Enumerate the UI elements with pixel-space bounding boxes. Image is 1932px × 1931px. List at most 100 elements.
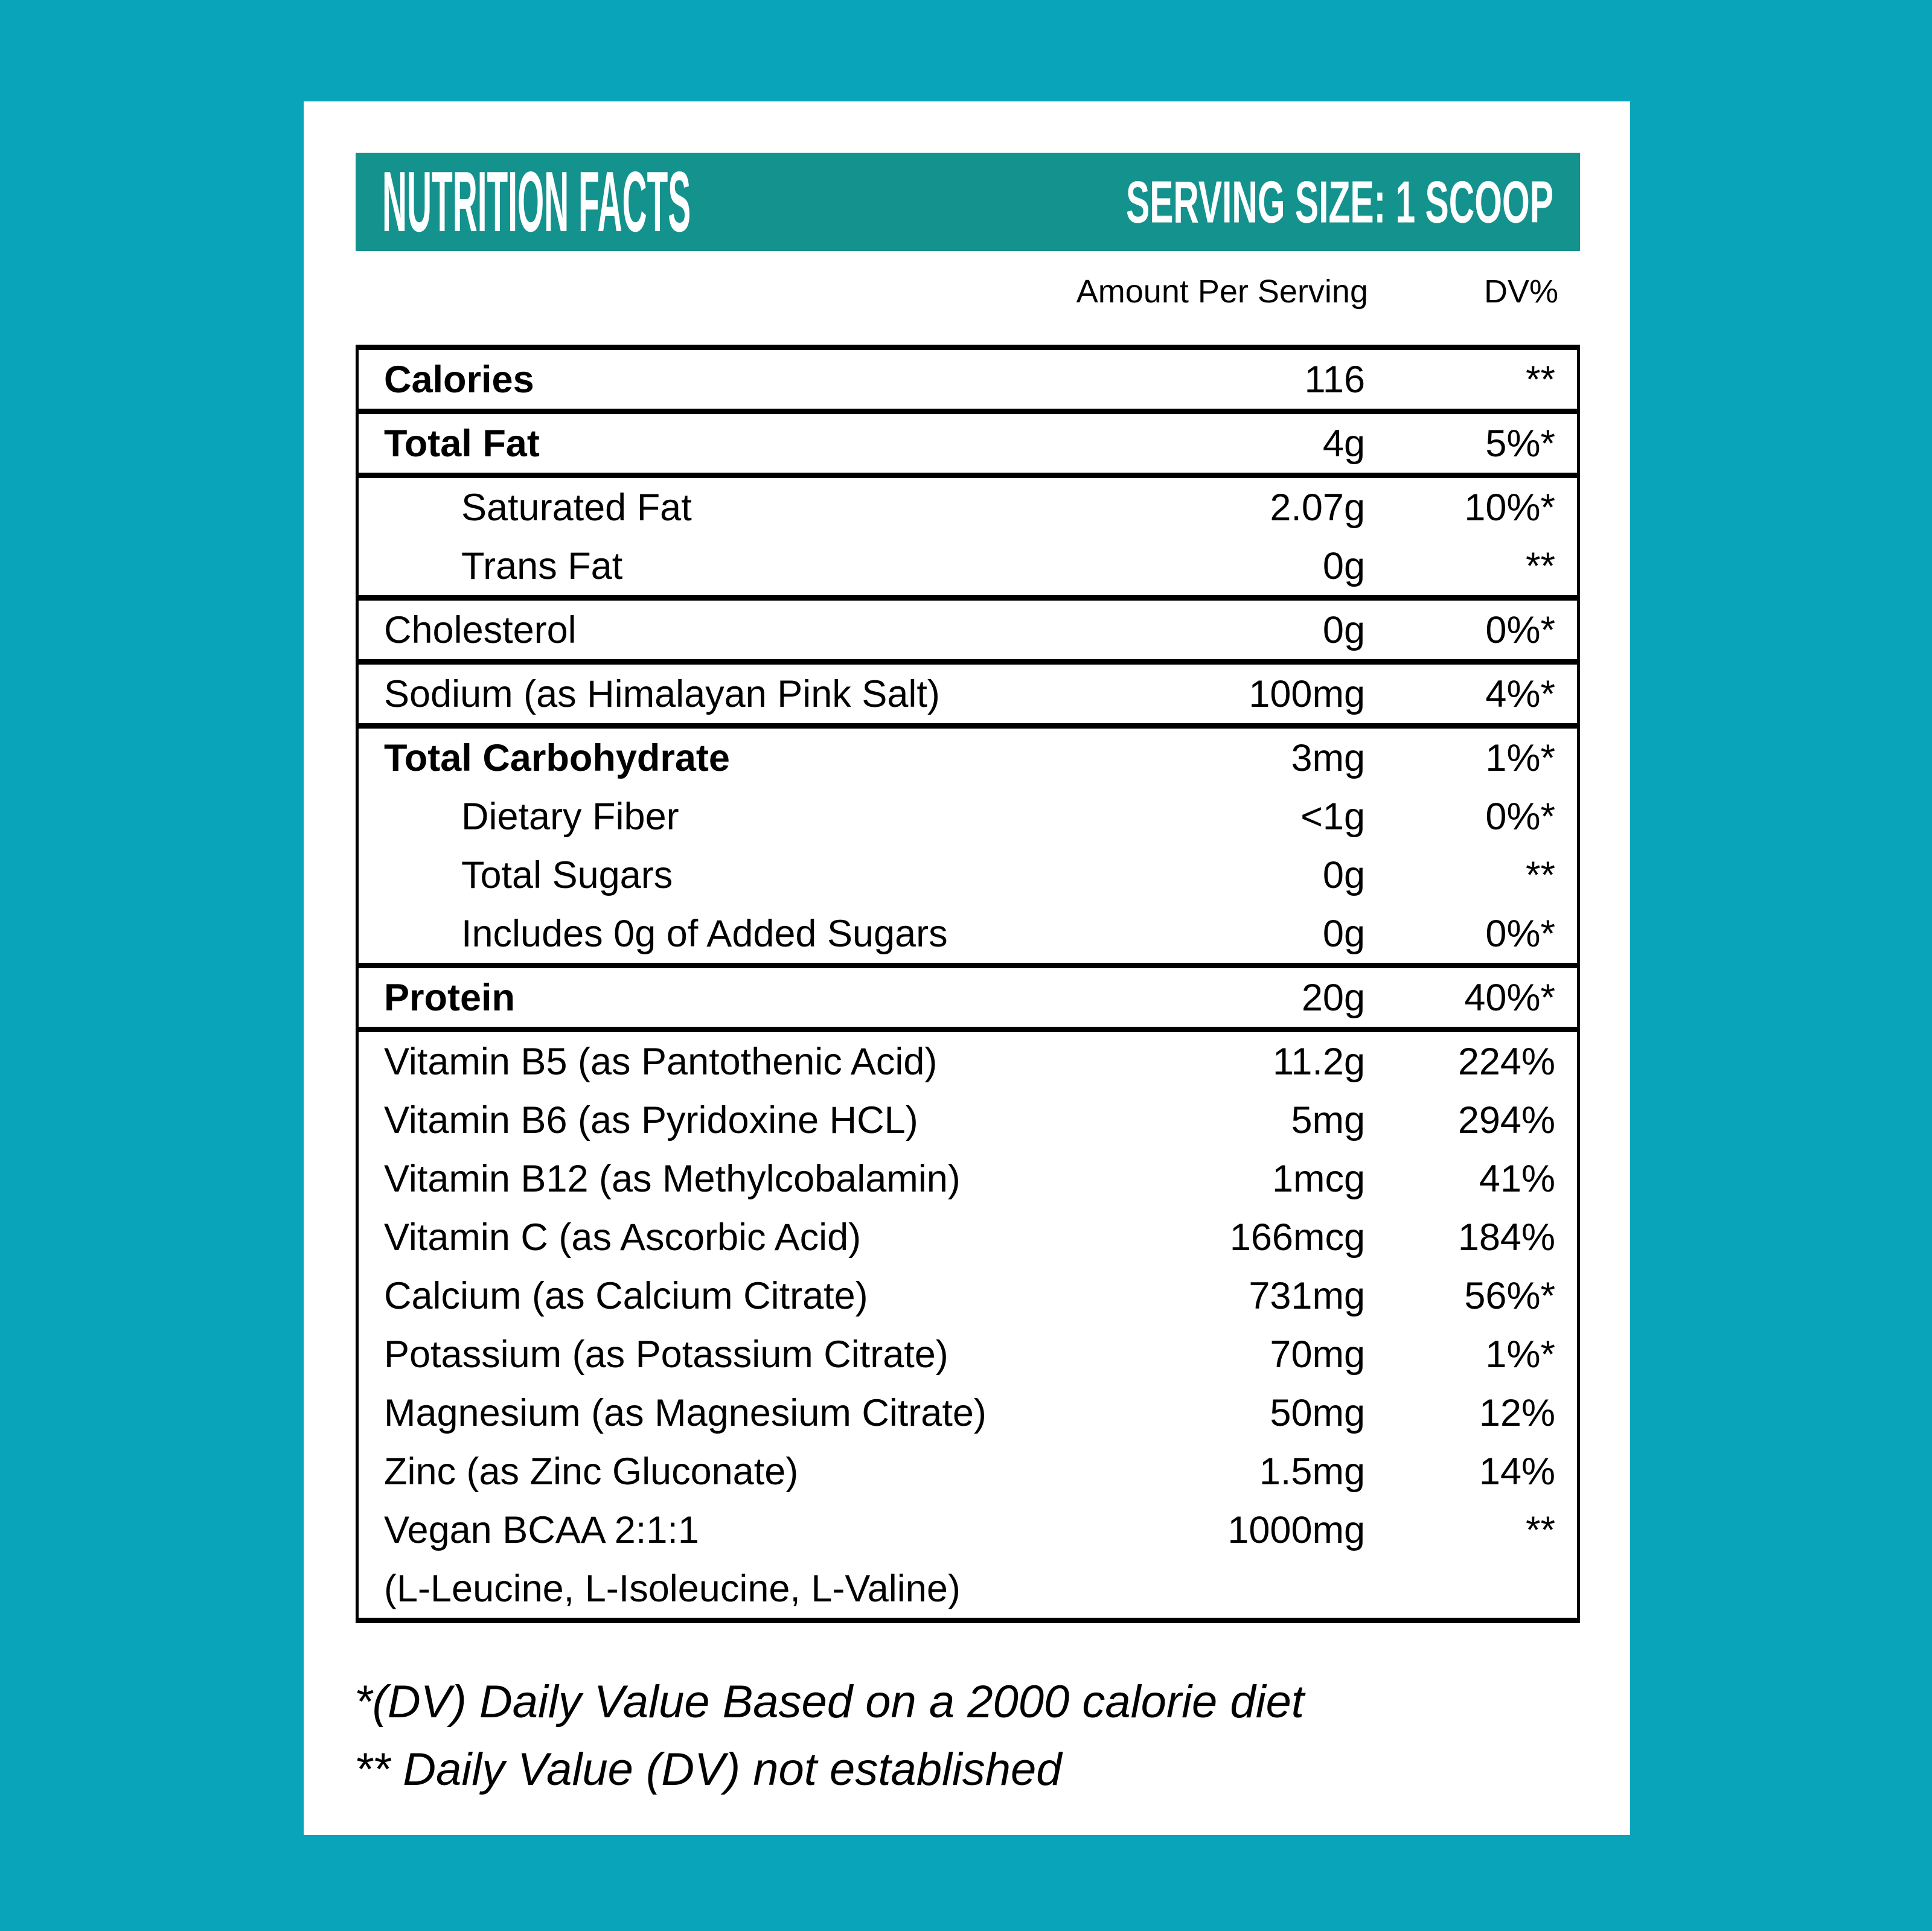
nutrient-group: Cholesterol 0g 0%* — [359, 595, 1577, 659]
nutrient-name: Vitamin C (as Ascorbic Acid) — [384, 1216, 862, 1259]
table-row: Vitamin B12 (as Methylcobalamin) 1mcg 41% — [359, 1149, 1577, 1208]
nutrient-dv: 184% — [1457, 1216, 1555, 1259]
nutrient-group: Vitamin B5 (as Pantothenic Acid) 11.2g 224… — [359, 1027, 1577, 1618]
nutrient-dv: 224% — [1457, 1040, 1555, 1083]
column-header-amount: Amount Per Serving — [1076, 273, 1368, 310]
nutrient-name: (L-Leucine, L-Isoleucine, L-Valine) — [384, 1567, 961, 1610]
table-row: Cholesterol 0g 0%* — [359, 601, 1577, 659]
nutrient-group: Total Fat 4g 5%* — [359, 409, 1577, 473]
nutrient-name: Cholesterol — [384, 608, 577, 651]
nutrient-name: Dietary Fiber — [461, 795, 679, 838]
nutrient-dv: 1%* — [1485, 736, 1555, 779]
table-row: Vitamin B5 (as Pantothenic Acid) 11.2g 224… — [359, 1032, 1577, 1091]
table-row: Total Carbohydrate 3mg 1%* — [359, 729, 1577, 787]
nutrient-group: Calories 116 ** — [359, 350, 1577, 409]
label-header-band: NUTRITION FACTS SERVING SIZE: 1 SCOOP — [356, 153, 1580, 251]
nutrient-name: Total Fat — [384, 422, 540, 465]
nutrient-dv: 12% — [1479, 1391, 1555, 1434]
nutrient-amount: 731mg — [1249, 1274, 1365, 1317]
nutrient-name: Trans Fat — [461, 544, 623, 587]
nutrient-amount: 4g — [1322, 422, 1365, 465]
nutrient-amount: 166mcg — [1229, 1216, 1365, 1259]
nutrient-group: Sodium (as Himalayan Pink Salt) 100mg 4%* — [359, 659, 1577, 723]
nutrient-name: Zinc (as Zinc Gluconate) — [384, 1450, 799, 1493]
nutrient-dv: 1%* — [1485, 1333, 1555, 1376]
column-header-dv: DV% — [1483, 273, 1558, 310]
table-row: Vitamin C (as Ascorbic Acid) 166mcg 184% — [359, 1208, 1577, 1266]
nutrient-dv: 0%* — [1485, 795, 1555, 838]
nutrition-label-card: NUTRITION FACTS SERVING SIZE: 1 SCOOP Am… — [304, 101, 1630, 1835]
nutrient-amount: 116 — [1304, 358, 1365, 401]
footnote-daily-value: *(DV) Daily Value Based on a 2000 calori… — [354, 1676, 1304, 1728]
nutrient-amount: 1000mg — [1227, 1508, 1365, 1551]
nutrient-group: Saturated Fat 2.07g 10%* Trans Fat 0g ** — [359, 473, 1577, 595]
nutrition-table: Calories 116 ** Total Fat 4g 5%* Saturated Fat… — [356, 345, 1580, 1623]
nutrient-amount: 70mg — [1270, 1333, 1365, 1376]
nutrient-amount: 0g — [1322, 854, 1365, 896]
table-row: Calcium (as Calcium Citrate) 731mg 56%* — [359, 1266, 1577, 1325]
table-row: Total Sugars 0g ** — [359, 846, 1577, 904]
nutrient-amount: 20g — [1301, 976, 1365, 1019]
nutrient-amount: 50mg — [1270, 1391, 1365, 1434]
nutrient-dv: 10%* — [1464, 486, 1555, 529]
table-row: Vegan BCAA 2:1:1 1000mg ** — [359, 1501, 1577, 1559]
label-title: NUTRITION FACTS — [382, 153, 691, 250]
nutrient-amount: 5mg — [1291, 1099, 1365, 1141]
footnote-not-established: ** Daily Value (DV) not established — [354, 1744, 1062, 1795]
table-row: Zinc (as Zinc Gluconate) 1.5mg 14% — [359, 1442, 1577, 1501]
nutrient-amount: 3mg — [1291, 736, 1365, 779]
nutrient-amount: 2.07g — [1270, 486, 1365, 529]
table-row: Vitamin B6 (as Pyridoxine HCL) 5mg 294% — [359, 1091, 1577, 1149]
table-row: Calories 116 ** — [359, 350, 1577, 409]
nutrient-amount: 0g — [1322, 608, 1365, 651]
nutrient-amount: 1mcg — [1271, 1157, 1365, 1200]
nutrient-name: Potassium (as Potassium Citrate) — [384, 1333, 948, 1376]
nutrient-dv: ** — [1525, 358, 1555, 401]
table-row: Trans Fat 0g ** — [359, 537, 1577, 595]
nutrient-group: Total Carbohydrate 3mg 1%* Dietary Fiber <1g… — [359, 723, 1577, 963]
nutrient-name: Vitamin B5 (as Pantothenic Acid) — [384, 1040, 938, 1083]
table-row: Dietary Fiber <1g 0%* — [359, 787, 1577, 846]
nutrient-dv: 0%* — [1485, 608, 1555, 651]
nutrient-name: Sodium (as Himalayan Pink Salt) — [384, 672, 940, 715]
nutrient-amount: 100mg — [1249, 672, 1365, 715]
nutrient-name: Vitamin B6 (as Pyridoxine HCL) — [384, 1099, 918, 1141]
nutrient-dv: 4%* — [1485, 672, 1555, 715]
nutrient-dv: ** — [1525, 544, 1555, 587]
nutrient-dv: ** — [1525, 854, 1555, 896]
nutrient-amount: <1g — [1300, 795, 1365, 838]
column-headers: Amount Per Serving DV% — [356, 257, 1580, 310]
nutrient-name: Total Carbohydrate — [384, 736, 730, 779]
nutrient-name: Calcium (as Calcium Citrate) — [384, 1274, 868, 1317]
nutrient-name: Protein — [384, 976, 516, 1019]
nutrient-name: Magnesium (as Magnesium Citrate) — [384, 1391, 987, 1434]
nutrient-dv: ** — [1525, 1508, 1555, 1551]
nutrient-name: Saturated Fat — [461, 486, 692, 529]
table-row: Magnesium (as Magnesium Citrate) 50mg 12% — [359, 1384, 1577, 1442]
nutrient-name: Vitamin B12 (as Methylcobalamin) — [384, 1157, 961, 1200]
nutrient-name: Total Sugars — [461, 854, 673, 896]
nutrient-dv: 0%* — [1485, 912, 1555, 955]
serving-size: SERVING SIZE: 1 SCOOP — [1126, 168, 1553, 235]
nutrient-dv: 5%* — [1485, 422, 1555, 465]
nutrient-amount: 0g — [1322, 912, 1365, 955]
nutrient-amount: 0g — [1322, 544, 1365, 587]
table-row: Includes 0g of Added Sugars 0g 0%* — [359, 904, 1577, 963]
nutrient-dv: 14% — [1479, 1450, 1555, 1493]
nutrient-dv: 40%* — [1464, 976, 1555, 1019]
table-row: Protein 20g 40%* — [359, 968, 1577, 1027]
nutrient-name: Vegan BCAA 2:1:1 — [384, 1508, 699, 1551]
table-row: Saturated Fat 2.07g 10%* — [359, 478, 1577, 537]
nutrient-group: Protein 20g 40%* — [359, 963, 1577, 1027]
nutrient-dv: 41% — [1479, 1157, 1555, 1200]
nutrient-amount: 11.2g — [1273, 1040, 1365, 1083]
nutrient-dv: 56%* — [1464, 1274, 1555, 1317]
table-row: Potassium (as Potassium Citrate) 70mg 1%* — [359, 1325, 1577, 1384]
nutrient-dv: 294% — [1457, 1099, 1555, 1141]
table-row: (L-Leucine, L-Isoleucine, L-Valine) — [359, 1559, 1577, 1618]
nutrient-name: Includes 0g of Added Sugars — [461, 912, 948, 955]
nutrient-name: Calories — [384, 358, 534, 401]
footnotes: *(DV) Daily Value Based on a 2000 calori… — [354, 1668, 1579, 1804]
nutrient-amount: 1.5mg — [1259, 1450, 1365, 1493]
